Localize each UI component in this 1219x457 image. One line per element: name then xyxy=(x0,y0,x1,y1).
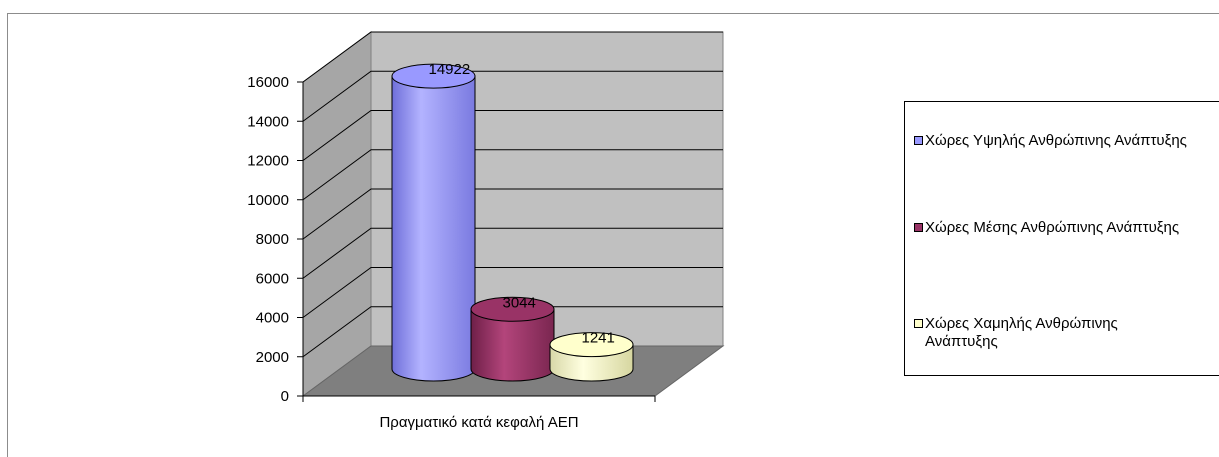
bar-top-high xyxy=(391,63,476,89)
gridline xyxy=(302,306,723,358)
y-tick-label: 6000 xyxy=(256,270,289,287)
legend-item-high: Χώρες Υψηλής Ανθρώπινης Ανάπτυξης xyxy=(914,132,1204,150)
gridline xyxy=(302,31,723,83)
y-tick-label: 10000 xyxy=(247,192,289,209)
bar-top-medium xyxy=(470,296,555,322)
y-tick-label: 16000 xyxy=(247,74,289,91)
bars xyxy=(391,63,634,382)
chart-plot: 0 2000 4000 6000 8000 10000 12000 14000 16000 14… xyxy=(247,31,725,431)
legend-swatch-low xyxy=(914,319,923,328)
y-tick-label: 4000 xyxy=(256,310,289,327)
data-label-high: 14922 xyxy=(429,61,471,78)
data-labels: 14922 3044 1241 xyxy=(429,61,615,346)
bar-top-low xyxy=(549,332,634,358)
y-tick-label: 0 xyxy=(281,388,289,405)
data-label-low: 1241 xyxy=(582,330,615,347)
gridline xyxy=(302,188,723,240)
bar-body-high xyxy=(391,75,476,382)
legend-label-low: Χώρες Χαμηλής Ανθρώπινης Ανάπτυξης xyxy=(925,315,1118,350)
y-tick-label: 12000 xyxy=(247,153,289,170)
legend-item-low: Χώρες Χαμηλής Ανθρώπινης Ανάπτυξης xyxy=(914,315,1164,351)
y-axis-ticks: 0 2000 4000 6000 8000 10000 12000 14000 16000 xyxy=(247,74,303,405)
legend-label-high: Χώρες Υψηλής Ανθρώπινης Ανάπτυξης xyxy=(925,132,1187,149)
legend-swatch-high xyxy=(914,136,923,145)
y-tick-label: 2000 xyxy=(256,349,289,366)
x-category-label: Πραγματικό κατά κεφαλή ΑΕΠ xyxy=(379,414,578,431)
data-label-medium: 3044 xyxy=(503,294,536,311)
y-tick-label: 8000 xyxy=(256,231,289,248)
bar-low xyxy=(549,332,634,382)
gridline xyxy=(302,227,723,279)
legend-swatch-medium xyxy=(914,223,923,232)
gridline xyxy=(302,267,723,318)
chart-frame xyxy=(7,13,1219,457)
gridline xyxy=(302,149,723,201)
gridline xyxy=(302,70,723,122)
legend-label-medium: Χώρες Μέσης Ανθρώπινης Ανάπτυξης xyxy=(925,219,1180,236)
legend: Χώρες Υψηλής Ανθρώπινης Ανάπτυξης Χώρες … xyxy=(904,101,1219,376)
legend-item-medium: Χώρες Μέσης Ανθρώπινης Ανάπτυξης xyxy=(914,219,1219,237)
gridline xyxy=(302,110,723,161)
gridlines xyxy=(302,31,723,358)
bar-high xyxy=(391,63,476,382)
y-tick-label: 14000 xyxy=(247,113,289,130)
